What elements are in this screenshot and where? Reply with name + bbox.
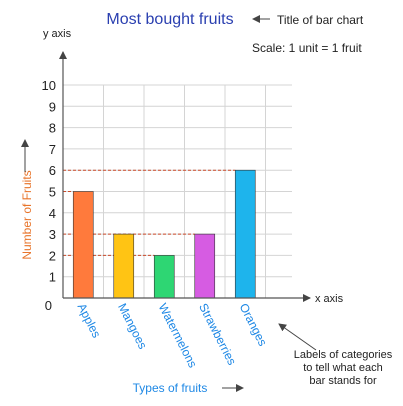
y-tick-label: 10: [42, 78, 56, 93]
labels-note-line: to tell what each: [303, 362, 383, 374]
labels-note-line: bar stands for: [309, 375, 377, 387]
category-label: Mangoes: [115, 301, 150, 351]
y-tick-label: 2: [49, 248, 56, 263]
y-tick-label: 9: [49, 99, 56, 114]
y-tick-label: 6: [49, 163, 56, 178]
labels-note-line: Labels of categories: [294, 349, 393, 361]
y-tick-label: 3: [49, 227, 56, 242]
labels-note-arrow: [278, 323, 317, 351]
x-axis-note: x axis: [315, 293, 344, 305]
bar-mangoes: [113, 233, 135, 299]
category-label: Oranges: [237, 301, 270, 348]
scale-note: Scale: 1 unit = 1 fruit: [252, 41, 362, 55]
title-note: Title of bar chart: [277, 13, 364, 27]
category-labels: Apples Mangoes WatermelonsStrawberriesOran…: [75, 301, 270, 370]
y-axis-title: Number of Fruits: [20, 170, 34, 259]
bars: [72, 169, 256, 299]
y-tick-label: 4: [49, 206, 56, 221]
y-tick-label: 5: [49, 185, 56, 200]
bar-oranges: [234, 169, 256, 299]
bar-strawberries: [194, 233, 216, 299]
bar-apples: [72, 191, 94, 299]
y-axis-note: y axis: [43, 28, 72, 40]
category-label: Apples: [75, 301, 104, 340]
category-label: Watermelons: [156, 301, 200, 370]
y-tick-label: 0: [45, 298, 52, 313]
chart-title: Most bought fruits: [106, 11, 233, 28]
y-tick-label: 7: [49, 142, 56, 157]
category-label: Strawberries: [196, 301, 239, 367]
y-tick-labels: 0 1 2 3 4 5 6 7 8 9 10: [42, 78, 56, 313]
x-axis-title: Types of fruits: [133, 381, 208, 395]
y-tick-label: 1: [49, 270, 56, 285]
y-tick-label: 8: [49, 121, 56, 136]
bar-watermelons: [153, 255, 175, 299]
gridlines: [63, 84, 292, 298]
